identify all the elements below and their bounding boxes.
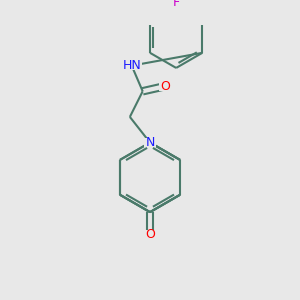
Text: O: O (160, 80, 170, 93)
Bar (171, 0, 182, 8)
Bar (144, 138, 156, 147)
Text: N: N (145, 136, 155, 149)
Text: HN: HN (122, 59, 141, 72)
Text: O: O (145, 228, 155, 241)
Bar (122, 61, 142, 70)
Text: F: F (172, 0, 180, 9)
Bar (159, 82, 172, 91)
Bar (144, 230, 156, 239)
